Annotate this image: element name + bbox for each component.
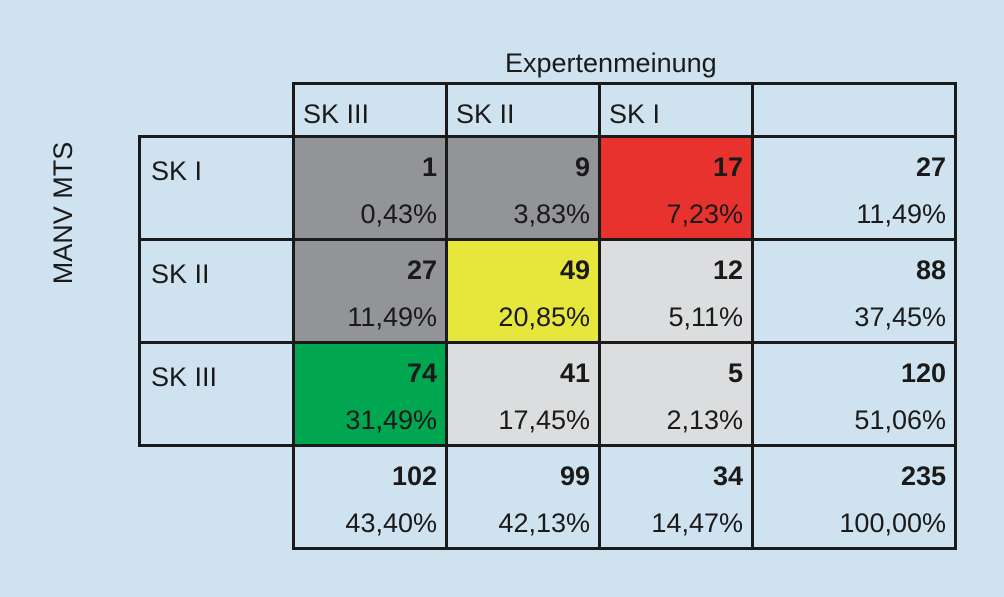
column-total-cell: 34 14,47% <box>598 444 754 550</box>
table-cell: 17 7,23% <box>598 135 754 241</box>
row-title: MANV MTS <box>48 141 78 285</box>
table-cell: 41 17,45% <box>445 341 601 447</box>
table-cell: 9 3,83% <box>445 135 601 241</box>
cell-percent: 20,85% <box>498 302 590 332</box>
table-cell: 74 31,49% <box>292 341 448 447</box>
cell-percent: 7,23% <box>666 199 743 229</box>
cell-count: 27 <box>915 152 946 182</box>
table-cell: 27 11,49% <box>292 238 448 344</box>
column-total-cell: 102 43,40% <box>292 444 448 550</box>
row-label: SK II <box>138 238 295 344</box>
cell-percent: 0,43% <box>360 199 437 229</box>
cell-count: 27 <box>406 255 437 285</box>
row-total-cell: 88 37,45% <box>751 238 957 344</box>
cell-count: 120 <box>900 358 946 388</box>
cell-percent: 17,45% <box>498 405 590 435</box>
cell-percent: 3,83% <box>513 199 590 229</box>
cell-percent: 100,00% <box>839 508 946 538</box>
table-cell: 12 5,11% <box>598 238 754 344</box>
cell-count: 1 <box>421 152 437 182</box>
cell-percent: 11,49% <box>347 302 437 332</box>
row-label: SK I <box>138 135 295 241</box>
cell-count: 9 <box>574 152 590 182</box>
cell-count: 17 <box>712 152 743 182</box>
row-label: SK III <box>138 341 295 447</box>
cell-percent: 51,06% <box>854 405 946 435</box>
column-header: SK III <box>292 82 448 138</box>
grand-total-cell: 235 100,00% <box>751 444 957 550</box>
cell-percent: 43,40% <box>345 508 437 538</box>
cell-count: 5 <box>727 358 743 388</box>
cell-percent: 2,13% <box>666 405 743 435</box>
column-total-cell: 99 42,13% <box>445 444 601 550</box>
cell-percent: 37,45% <box>854 302 946 332</box>
cell-percent: 31,49% <box>345 405 437 435</box>
cell-count: 74 <box>406 358 437 388</box>
row-total-cell: 120 51,06% <box>751 341 957 447</box>
cell-count: 99 <box>559 461 590 491</box>
cell-count: 41 <box>559 358 590 388</box>
column-title: Expertenmeinung <box>505 48 717 78</box>
cell-percent: 14,47% <box>651 508 743 538</box>
column-header: SK I <box>598 82 754 138</box>
cell-count: 12 <box>712 255 743 285</box>
table-cell: 5 2,13% <box>598 341 754 447</box>
row-total-cell: 27 11,49% <box>751 135 957 241</box>
column-header: SK II <box>445 82 601 138</box>
cell-count: 49 <box>559 255 590 285</box>
cell-count: 235 <box>900 461 946 491</box>
table-cell: 49 20,85% <box>445 238 601 344</box>
cell-count: 102 <box>391 461 437 491</box>
cell-percent: 11,49% <box>856 199 946 229</box>
cell-percent: 42,13% <box>498 508 590 538</box>
table-cell: 1 0,43% <box>292 135 448 241</box>
cell-percent: 5,11% <box>668 302 743 332</box>
cell-count: 88 <box>915 255 946 285</box>
column-header-total <box>751 82 957 138</box>
cell-count: 34 <box>712 461 743 491</box>
